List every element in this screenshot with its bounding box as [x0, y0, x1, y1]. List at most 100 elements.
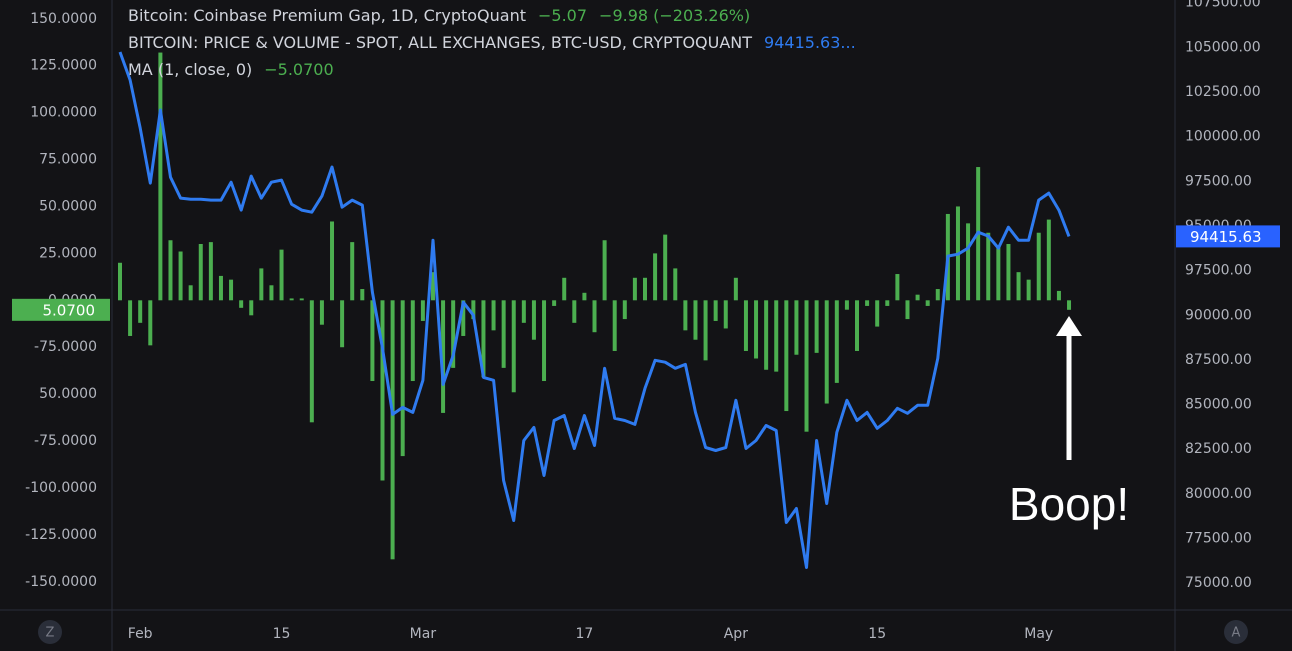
bar: [319, 300, 324, 325]
bar: [814, 300, 819, 353]
bar: [1067, 300, 1072, 310]
bar: [1006, 244, 1011, 301]
bar: [582, 292, 587, 301]
bar: [208, 242, 213, 301]
study-value: −5.0700: [264, 60, 333, 79]
bar: [330, 221, 335, 301]
bar: [743, 300, 748, 351]
y2-tick-label: 97500.00: [1185, 173, 1252, 189]
bar: [875, 300, 880, 327]
y2-tick-label: 102500.00: [1185, 84, 1261, 100]
price-badge-label: 94415.63: [1190, 228, 1262, 246]
bar: [572, 300, 577, 323]
bar: [350, 242, 355, 301]
y-tick-label: -75.0000: [34, 433, 97, 449]
x-tick-label: Apr: [724, 626, 748, 642]
corner-button[interactable]: [38, 620, 62, 644]
x-tick-label: 17: [576, 626, 594, 642]
bar: [632, 277, 637, 301]
legend-row: MA (1, close, 0) −5.0700: [128, 60, 334, 79]
bar: [1036, 232, 1041, 301]
bar: [299, 298, 304, 301]
bar: [441, 300, 446, 413]
corner-button-label[interactable]: A: [1232, 626, 1241, 641]
bar: [249, 300, 254, 316]
x-tick-label: May: [1024, 626, 1053, 642]
bar: [471, 300, 476, 320]
y2-tick-label: 90000.00: [1185, 307, 1252, 323]
bar: [1046, 219, 1051, 301]
bar: [612, 300, 617, 351]
bar: [592, 300, 597, 333]
y-tick-label: 150.0000: [30, 11, 97, 27]
price-badge: [1176, 225, 1280, 248]
bar: [774, 300, 779, 372]
bar: [855, 300, 860, 351]
bar: [309, 300, 314, 423]
bar: [905, 300, 910, 320]
y-tick-label: -100.0000: [25, 480, 97, 496]
bar: [754, 300, 759, 359]
price-line: [118, 51, 1071, 569]
overlay: Boop! Z A: [38, 316, 1248, 644]
bar: [168, 240, 173, 301]
bar: [531, 300, 536, 340]
bar: [239, 300, 244, 308]
bar: [1026, 279, 1031, 301]
bar: [683, 300, 688, 331]
y2-tick-label: 100000.00: [1185, 129, 1261, 145]
bar: [804, 300, 809, 432]
bar: [713, 300, 718, 321]
bar: [834, 300, 839, 383]
bar: [138, 300, 143, 323]
bar: [885, 300, 890, 306]
bar: [420, 300, 425, 321]
bar: [693, 300, 698, 340]
bar: [511, 300, 516, 393]
bar: [380, 300, 385, 481]
bar: [562, 277, 567, 301]
bar: [935, 289, 940, 301]
legend-row: BITCOIN: PRICE & VOLUME - SPOT, ALL EXCH…: [128, 33, 856, 52]
bar: [895, 274, 900, 301]
bar: [521, 300, 526, 323]
legend-name: Bitcoin: Coinbase Premium Gap, 1D, Crypt…: [128, 6, 526, 25]
bar: [794, 300, 799, 355]
bar: [622, 300, 627, 320]
y-tick-label: -125.0000: [25, 527, 97, 543]
y-tick-label: 75.0000: [39, 152, 97, 168]
bar: [259, 268, 264, 301]
bar: [128, 300, 133, 336]
y2-tick-label: 85000.00: [1185, 397, 1252, 413]
bar: [118, 262, 122, 301]
bar: [1016, 272, 1021, 301]
bar: [410, 300, 415, 382]
legend: Bitcoin: Coinbase Premium Gap, 1D, Crypt…: [128, 6, 856, 79]
bar: [996, 245, 1001, 301]
legend-value: −5.07: [538, 6, 587, 25]
bar: [501, 300, 506, 368]
bar: [966, 223, 971, 301]
x-tick-label: Feb: [128, 626, 153, 642]
bar: [370, 300, 375, 382]
bar: [784, 300, 789, 412]
y2-tick-label: 107500.00: [1185, 0, 1261, 11]
annotation: Boop!: [1009, 478, 1129, 530]
corner-button-label[interactable]: Z: [46, 626, 55, 641]
corner-button[interactable]: [1224, 620, 1248, 644]
y2-tick-label: 87500.00: [1185, 352, 1252, 368]
bar: [1056, 290, 1061, 301]
bar: [723, 300, 728, 329]
y-tick-label: -150.0000: [25, 574, 97, 590]
y2-tick-label: 75000.00: [1185, 575, 1252, 591]
legend-value: −9.98 (−203.26%): [599, 6, 750, 25]
y-tick-label: 50.0000: [39, 386, 97, 402]
bar: [986, 232, 991, 301]
y2-tick-label: 105000.00: [1185, 39, 1261, 55]
y2-tick-label: 80000.00: [1185, 486, 1252, 502]
bar: [229, 279, 234, 301]
bar: [289, 298, 294, 301]
bar: [733, 277, 738, 301]
